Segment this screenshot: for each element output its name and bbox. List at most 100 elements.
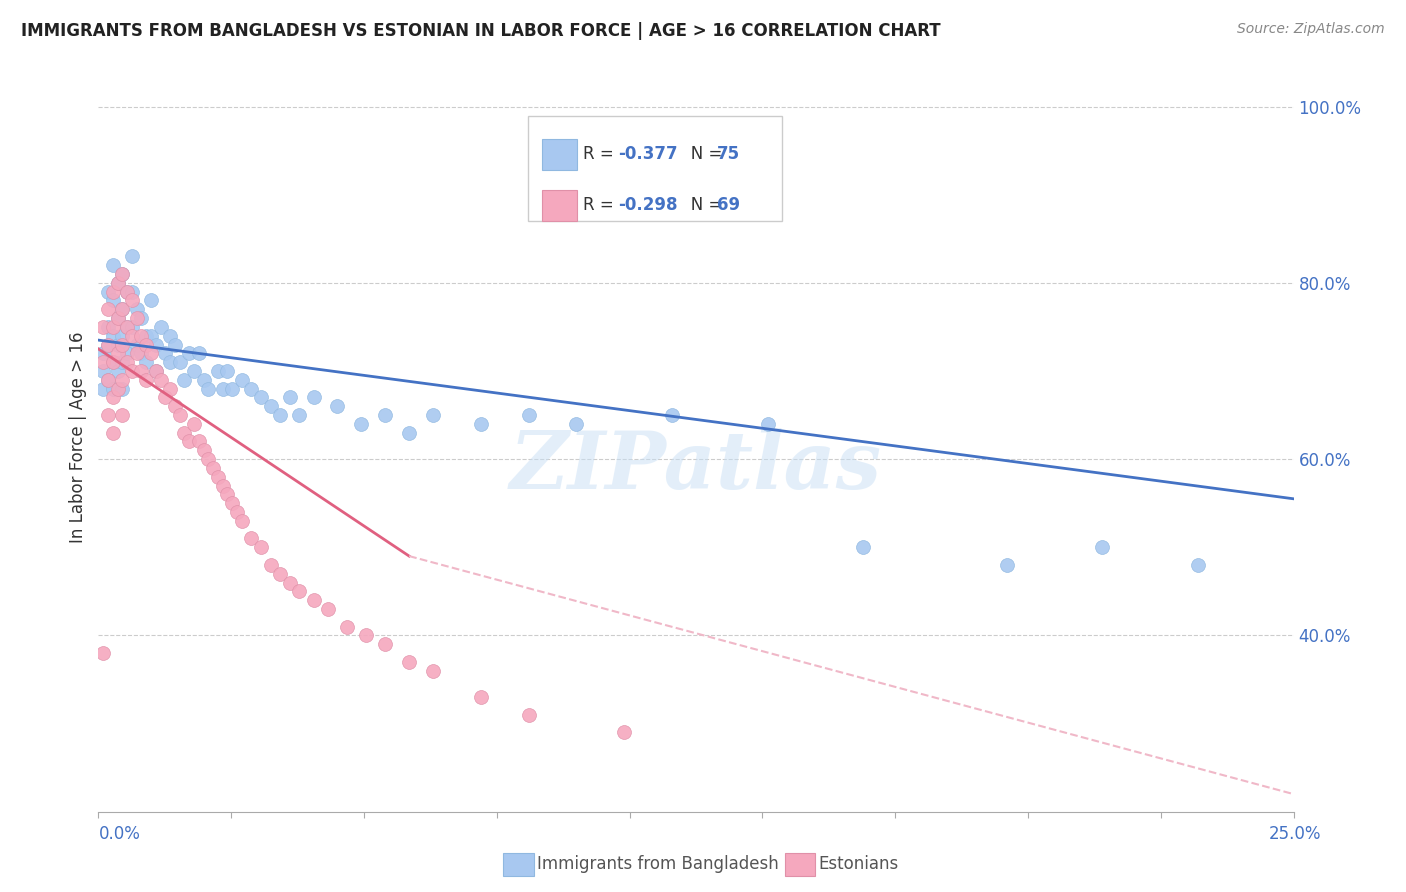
Point <box>135 337 157 351</box>
Point <box>374 408 396 422</box>
Point <box>115 355 138 369</box>
Text: 69: 69 <box>717 196 740 214</box>
Point <box>121 249 143 263</box>
Point <box>115 285 138 299</box>
Point <box>125 346 148 360</box>
Point <box>91 346 114 360</box>
Point <box>125 311 148 326</box>
Text: -0.377: -0.377 <box>619 145 678 163</box>
Point <box>398 655 420 669</box>
Point <box>107 346 129 360</box>
Point <box>231 514 253 528</box>
Point <box>101 328 124 343</box>
Point <box>125 337 148 351</box>
Point <box>135 373 157 387</box>
Point <box>173 425 195 440</box>
Point <box>139 328 162 343</box>
Point <box>97 337 120 351</box>
Point <box>565 417 588 431</box>
Point <box>159 355 181 369</box>
Point <box>163 399 186 413</box>
Point <box>121 364 143 378</box>
Point <box>91 382 114 396</box>
Point <box>101 382 124 396</box>
Text: Source: ZipAtlas.com: Source: ZipAtlas.com <box>1237 22 1385 37</box>
Point <box>97 373 120 387</box>
Point <box>131 328 153 343</box>
Text: 75: 75 <box>717 145 740 163</box>
Point <box>91 319 114 334</box>
Point <box>131 364 153 378</box>
Point <box>107 337 129 351</box>
Point <box>217 364 239 378</box>
Point <box>259 558 281 572</box>
Point <box>145 364 167 378</box>
Point <box>111 302 134 317</box>
Point <box>231 373 253 387</box>
Point <box>159 382 181 396</box>
Point <box>107 364 129 378</box>
Point <box>354 628 377 642</box>
Point <box>111 382 134 396</box>
Point <box>278 391 301 405</box>
Point <box>121 293 143 308</box>
Point <box>1091 541 1114 555</box>
Point <box>661 408 683 422</box>
Point <box>288 584 311 599</box>
Point <box>115 319 138 334</box>
Point <box>302 391 325 405</box>
Point <box>613 725 636 739</box>
Point <box>259 399 281 413</box>
Point <box>183 364 205 378</box>
Point <box>207 364 229 378</box>
Point <box>517 707 540 722</box>
Point <box>135 328 157 343</box>
Point <box>101 258 124 272</box>
Point <box>91 364 114 378</box>
Point <box>135 355 157 369</box>
Point <box>250 391 273 405</box>
Point <box>183 417 205 431</box>
Text: ZIPatlas: ZIPatlas <box>510 428 882 506</box>
Point <box>374 637 396 651</box>
Point <box>155 346 177 360</box>
Point <box>121 319 143 334</box>
Point <box>221 382 243 396</box>
Text: 0.0%: 0.0% <box>98 825 141 843</box>
Text: R =: R = <box>583 145 619 163</box>
Point <box>326 399 349 413</box>
Text: 25.0%: 25.0% <box>1270 825 1322 843</box>
Point <box>101 355 124 369</box>
Point <box>111 355 134 369</box>
Point <box>97 337 120 351</box>
Point <box>179 434 201 449</box>
Point <box>111 337 134 351</box>
Point <box>517 408 540 422</box>
Point <box>107 382 129 396</box>
Text: N =: N = <box>675 145 727 163</box>
Text: Estonians: Estonians <box>818 855 898 873</box>
Point <box>91 355 114 369</box>
Point <box>111 408 134 422</box>
Point <box>240 532 263 546</box>
Point <box>207 469 229 483</box>
Point <box>179 346 201 360</box>
Point <box>211 478 233 492</box>
Point <box>211 382 233 396</box>
Point <box>278 575 301 590</box>
Point <box>197 452 219 467</box>
Point <box>131 311 153 326</box>
Text: Immigrants from Bangladesh: Immigrants from Bangladesh <box>537 855 779 873</box>
Point <box>139 293 162 308</box>
Point <box>226 505 249 519</box>
Y-axis label: In Labor Force | Age > 16: In Labor Force | Age > 16 <box>69 331 87 543</box>
Point <box>269 566 291 581</box>
Point <box>995 558 1018 572</box>
Point <box>159 328 181 343</box>
Point <box>107 276 129 290</box>
Point <box>97 319 120 334</box>
Point <box>336 619 359 633</box>
Point <box>107 276 129 290</box>
Point <box>101 425 124 440</box>
Point <box>288 408 311 422</box>
